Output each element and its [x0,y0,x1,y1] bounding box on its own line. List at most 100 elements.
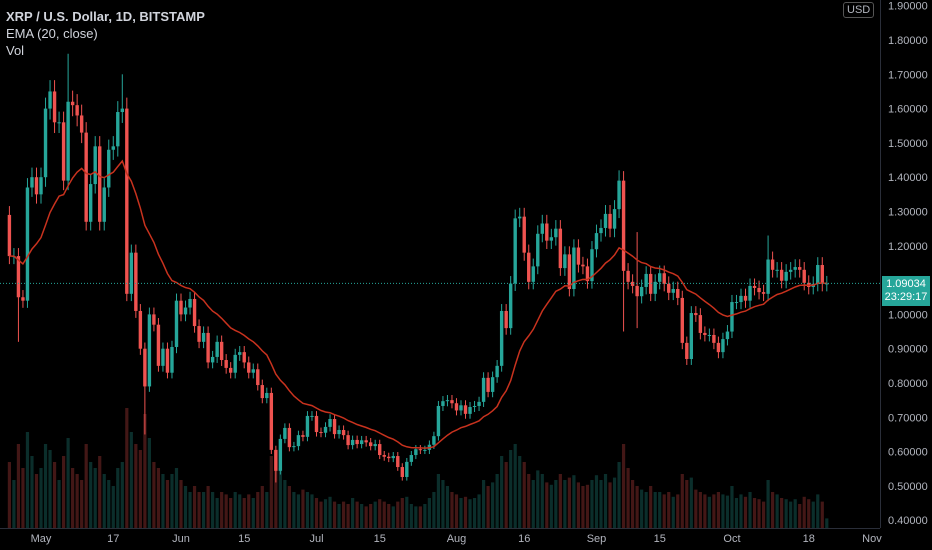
candle-body [30,177,34,188]
candle-body [233,354,237,373]
candle-body [165,348,170,373]
volume-bar [793,499,797,528]
volume-bar [319,501,323,528]
symbol-title[interactable]: XRP / U.S. Dollar, 1D, BITSTAMP [6,9,205,24]
candle-body [585,266,590,282]
volume-bar [658,492,662,528]
volume-bar [621,444,626,528]
volume-bar [161,474,165,528]
candle-body [477,401,481,406]
volume-bar [599,480,603,528]
volume-bar [531,480,535,528]
price-tick-label: 1.00000 [888,309,928,321]
candle [536,225,540,275]
candle-body [265,392,269,399]
candle [658,265,662,290]
candle [712,328,716,350]
volume-bar [129,432,133,528]
candle-body [201,332,206,342]
volume-bar [418,506,422,528]
volume-bar [332,501,337,528]
candle-body [572,247,576,290]
volume-bar [341,501,346,528]
time-axis[interactable]: May 17 Jun 15 Jul 15 Aug 16 Sep 15 Oct 18 Nov [31,533,883,545]
candle [391,452,395,463]
candle [531,258,535,290]
candle-body [79,115,84,133]
candle [775,262,779,278]
volume-bar [825,518,829,528]
candle [527,244,531,290]
candle [545,214,549,249]
candle [210,350,215,369]
candle [698,308,703,340]
candle [563,246,567,276]
candle-body [206,332,210,363]
volume-bar [165,480,170,528]
volume-bar [472,498,477,528]
candle-body [599,227,603,234]
volume-bar [500,456,504,528]
price-axis[interactable]: 1.90000 1.80000 1.70000 1.60000 1.50000 1.400… [888,1,928,528]
candle-body [179,300,183,315]
volume-bar [170,474,174,528]
candle-body [608,213,612,229]
price-tick-label: 1.30000 [888,207,928,219]
volume-bar [667,492,671,528]
volume-bar [491,482,495,528]
candle-body [247,362,251,373]
candle [454,398,459,416]
candle-body [630,281,635,286]
candle [644,266,648,295]
volume-bar [545,482,549,528]
candle [522,207,526,261]
candle-body [459,405,463,411]
candle [70,90,75,117]
volume-bar [242,498,246,528]
candle-body [558,228,563,269]
candle [170,340,174,379]
candle-body [662,273,666,284]
candle-body [396,456,400,468]
volume-bar [66,438,70,528]
volume-bar [603,474,608,528]
candle-body [626,270,630,282]
volume-bar [743,496,748,528]
candle [134,244,138,318]
candle-body [170,346,174,373]
time-tick-label: Jul [309,533,323,545]
ema-indicator-label[interactable]: EMA (20, close) [6,26,98,41]
volume-bar [495,474,499,528]
volume-bar [351,498,355,528]
candle-body [784,271,788,281]
volume-bar [540,474,544,528]
volume-bar [450,492,454,528]
candle-body [567,254,572,290]
candle [549,228,554,249]
candle [107,139,111,197]
candle [653,274,657,302]
volume-indicator-label[interactable]: Vol [6,43,25,58]
volume-bar [802,496,806,528]
candle [617,170,621,219]
volume-bar [771,492,775,528]
candle-body [522,216,526,253]
candle [93,136,97,194]
currency-button[interactable]: USD [843,2,875,18]
candle-body [287,427,292,448]
candle [138,304,143,355]
chart-legend: XRP / U.S. Dollar, 1D, BITSTAMP EMA (20,… [6,8,205,59]
candle-body [373,444,377,447]
candle [770,251,775,278]
candle [219,335,224,366]
candle-body [350,439,355,446]
volume-bar [102,474,106,528]
candle [359,435,364,449]
candle [179,293,183,322]
ema-line [9,159,827,449]
volume-bar [360,504,364,528]
volume-bar [486,486,490,528]
volume-bar [734,498,739,528]
candle [188,291,192,315]
